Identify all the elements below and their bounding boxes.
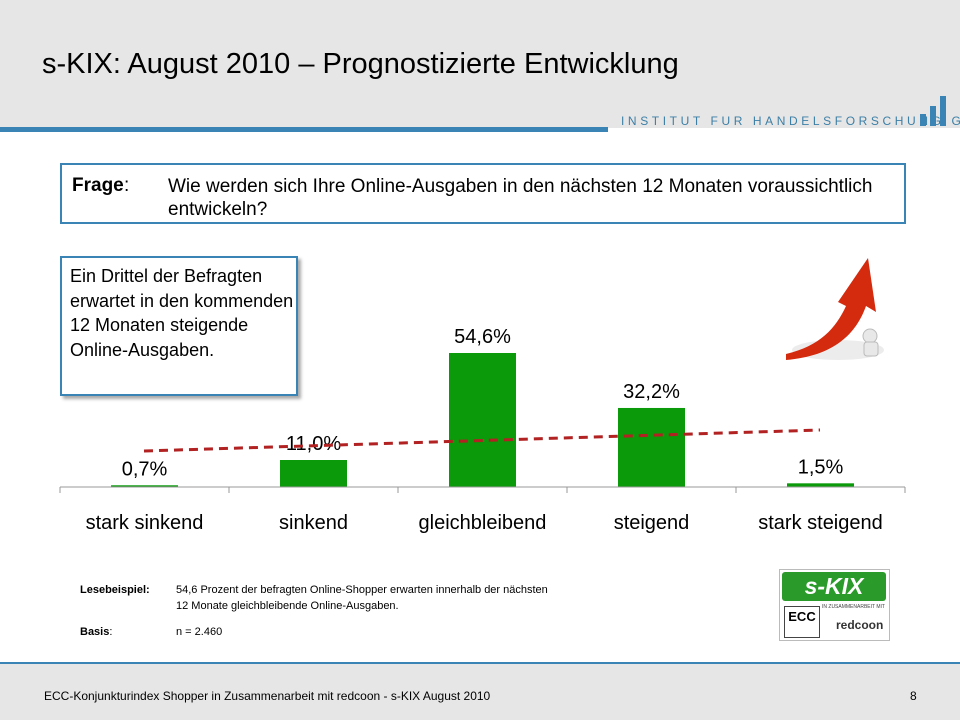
bar-stark-sinkend [111,485,178,487]
skix-logo-text: s-KIX [782,572,886,601]
page-title: s-KIX: August 2010 – Prognostizierte Ent… [42,48,679,80]
data-label: 11,0% [286,433,341,455]
question-colon: : [124,175,130,196]
data-label: 0,7% [122,458,168,480]
question-box: Frage : Wie werden sich Ihre Online-Ausg… [60,163,906,224]
callout-text: Ein Drittel der Befragten erwartet in de… [70,266,294,360]
cooperation-text: IN ZUSAMMENARBEIT MIT [822,604,885,610]
category-label: stark sinkend [86,512,204,534]
example-text-line2: 12 Monate gleichbleibende Online-Ausgabe… [176,600,399,612]
basis-label-wrap: Basis: [80,626,113,638]
institute-logo-icon [920,96,946,126]
callout-box: Ein Drittel der Befragten erwartet in de… [60,256,298,396]
example-label: Lesebeispiel: [80,584,150,596]
bar-steigend [618,407,685,487]
data-label: 1,5% [798,456,844,478]
bar-sinkend [280,460,347,487]
institute-name: INSTITUT FUR HANDELSFORSCHUNG GMBH [621,114,960,128]
trend-line [143,428,821,453]
bar-stark-steigend [787,483,854,487]
data-label: 54,6% [454,326,511,348]
category-label: sinkend [279,512,348,534]
ecc-logo: ECC [784,606,820,638]
header-divider [0,127,608,132]
footer-text: ECC-Konjunkturindex Shopper in Zusammena… [44,689,491,703]
header-band [0,0,960,128]
data-label: 32,2% [623,381,680,403]
example-text-line1: 54,6 Prozent der befragten Online-Shoppe… [176,584,548,596]
question-text: Wie werden sich Ihre Online-Ausgaben in … [168,176,873,220]
page-number: 8 [910,689,917,703]
basis-value: n = 2.460 [176,626,223,638]
bar-chart: 0,7% 11,0% 54,6% 32,2% 1,5% stark sinkend sin… [59,326,906,534]
redcoon-logo: redcoon [836,618,884,632]
footer-divider [0,662,960,664]
footer-band [0,664,960,720]
basis-label: Basis [80,626,110,638]
category-label: stark steigend [758,512,883,534]
question-label: Frage [72,175,124,196]
category-label: gleichbleibend [419,512,547,534]
skix-logo: s-KIX ECC IN ZUSAMMENARBEIT MIT redcoon [779,569,890,641]
category-label: steigend [614,512,690,534]
rising-arrow-icon [786,258,884,360]
bar-gleichbleibend [449,353,516,487]
